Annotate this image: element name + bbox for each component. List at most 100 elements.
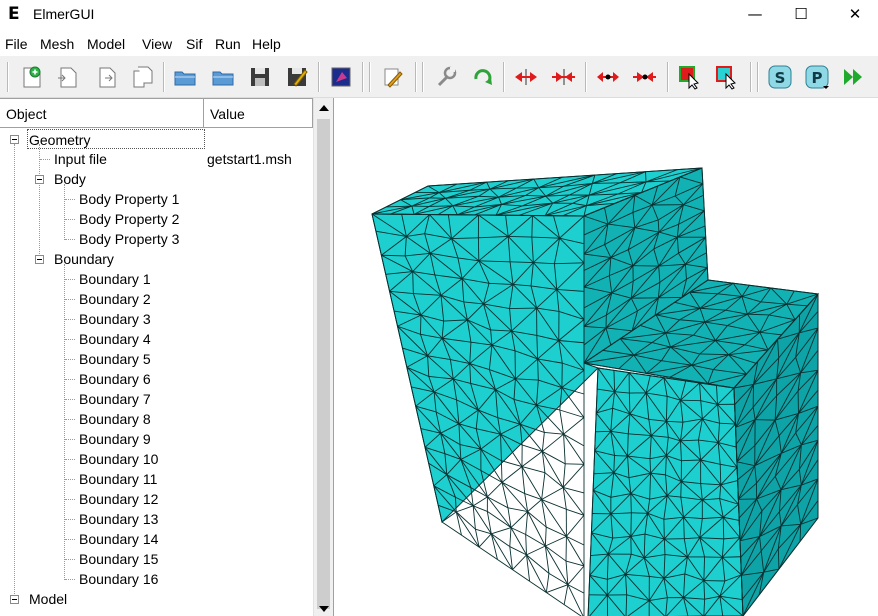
model-expander[interactable] [10,595,19,604]
mesh-viewport[interactable] [338,98,878,616]
save-as-icon[interactable] [284,64,310,90]
select-surface-icon[interactable] [677,64,703,90]
mesh-edge [428,197,446,207]
tree-line [65,559,75,560]
mesh-edge [634,194,653,206]
tree-item-boundary-15[interactable]: Boundary 15 [79,551,159,567]
mesh-edge [533,178,540,188]
mesh-edge [680,399,703,420]
mesh-edge [511,307,537,332]
mesh-edge [545,185,564,197]
scroll-thumb[interactable] [317,119,330,609]
tree-item-boundary-9[interactable]: Boundary 9 [79,431,151,447]
tree-item-boundary-3[interactable]: Boundary 3 [79,311,151,327]
new-file-icon[interactable] [19,64,45,90]
mesh-edge [612,391,616,409]
mesh-edge [605,327,612,346]
maximize-button[interactable]: ☐ [794,5,808,23]
menu-help[interactable]: Help [252,36,281,52]
mesh-3d-view[interactable] [338,98,878,616]
tree-item-boundary-13[interactable]: Boundary 13 [79,511,159,527]
refresh-icon[interactable] [470,64,496,90]
tree-item-boundary-7[interactable]: Boundary 7 [79,391,151,407]
mesh-edge [617,192,642,195]
mesh-edge [583,349,604,364]
object-tree-panel[interactable]: Object Value Geometry Input file getstar… [0,98,334,616]
menu-mesh[interactable]: Mesh [40,36,75,52]
tree-item-boundary-1[interactable]: Boundary 1 [79,271,151,287]
postprocessor-icon[interactable]: P [804,64,830,90]
open-file-icon[interactable] [55,64,81,90]
geometry-expander[interactable] [10,135,19,144]
mesh-edge [653,248,660,267]
mesh-edge [680,481,703,501]
mesh-edge [760,525,782,552]
scroll-up-arrow-icon[interactable] [314,98,334,118]
tree-item-model[interactable]: Model [29,591,68,607]
body-expander[interactable] [35,175,44,184]
divide-edge-icon[interactable] [595,64,621,90]
mesh-edge [612,536,631,539]
unify-edge-icon[interactable] [632,64,658,90]
tree-item-boundary-10[interactable]: Boundary 10 [79,451,159,467]
edit-icon[interactable] [380,64,406,90]
solver-icon[interactable]: S [767,64,793,90]
header-value[interactable]: Value [204,99,313,128]
tree-item-boundary-6[interactable]: Boundary 6 [79,371,151,387]
tree-item-boundary-11[interactable]: Boundary 11 [79,471,158,487]
select-edge-icon[interactable] [714,64,740,90]
tree-item-boundary-8[interactable]: Boundary 8 [79,411,151,427]
open-folder-icon[interactable] [210,64,236,90]
tree-item-input-file[interactable]: Input file [54,151,107,167]
tree-item-boundary-16[interactable]: Boundary 16 [79,571,159,587]
mesh-edge [700,459,722,486]
mesh-edge [681,267,708,298]
mesh-edge [488,282,514,285]
header-object[interactable]: Object [0,99,204,128]
menu-model[interactable]: Model [87,36,126,52]
mesh-edge [475,528,492,535]
save-icon[interactable] [247,64,273,90]
divide-surface-icon[interactable] [513,64,539,90]
tree-item-geometry[interactable]: Geometry [27,129,205,149]
tree-item-boundary[interactable]: Boundary [54,251,114,267]
mesh-edge [676,237,679,254]
mesh-edge [776,372,801,380]
tree-item-boundary-5[interactable]: Boundary 5 [79,351,151,367]
tree-item-boundary-4[interactable]: Boundary 4 [79,331,151,347]
tree-item-boundary-14[interactable]: Boundary 14 [79,531,159,547]
tree-item-body-property-1[interactable]: Body Property 1 [79,191,180,207]
tree-item-boundary-2[interactable]: Boundary 2 [79,291,151,307]
scroll-down-arrow-icon[interactable] [314,602,334,616]
mesh-edge [774,453,782,477]
run-icon[interactable] [841,64,867,90]
settings-wrench-icon[interactable] [433,64,459,90]
tree-item-body[interactable]: Body [54,171,86,187]
menu-file[interactable]: File [5,36,28,52]
tree-item-boundary-12[interactable]: Boundary 12 [79,491,159,507]
mesh-edge [538,187,547,197]
mesh-edge [563,174,596,187]
mesh-edge [495,378,516,390]
render-icon[interactable] [328,64,354,90]
mesh-edge [445,195,479,199]
menu-view[interactable]: View [142,36,173,52]
mesh-edge [438,192,446,199]
boundary-expander[interactable] [35,255,44,264]
mesh-edge [665,597,684,616]
solver-label: S [775,69,786,87]
close-button[interactable]: ✕ [848,5,862,23]
menu-run[interactable]: Run [215,36,241,52]
mesh-edge [500,423,521,435]
menu-sif[interactable]: Sif [186,36,203,52]
tree-item-body-property-3[interactable]: Body Property 3 [79,231,180,247]
load-file-icon[interactable] [94,64,120,90]
open-folder-icon[interactable] [172,64,198,90]
unify-surface-icon[interactable] [551,64,577,90]
mesh-edge [474,529,480,548]
tree-item-body-property-2[interactable]: Body Property 2 [79,211,180,227]
tree-scrollbar[interactable] [313,98,333,616]
copy-file-icon[interactable] [130,64,156,90]
minimize-button[interactable]: — [747,5,763,23]
mesh-edge [428,376,435,393]
